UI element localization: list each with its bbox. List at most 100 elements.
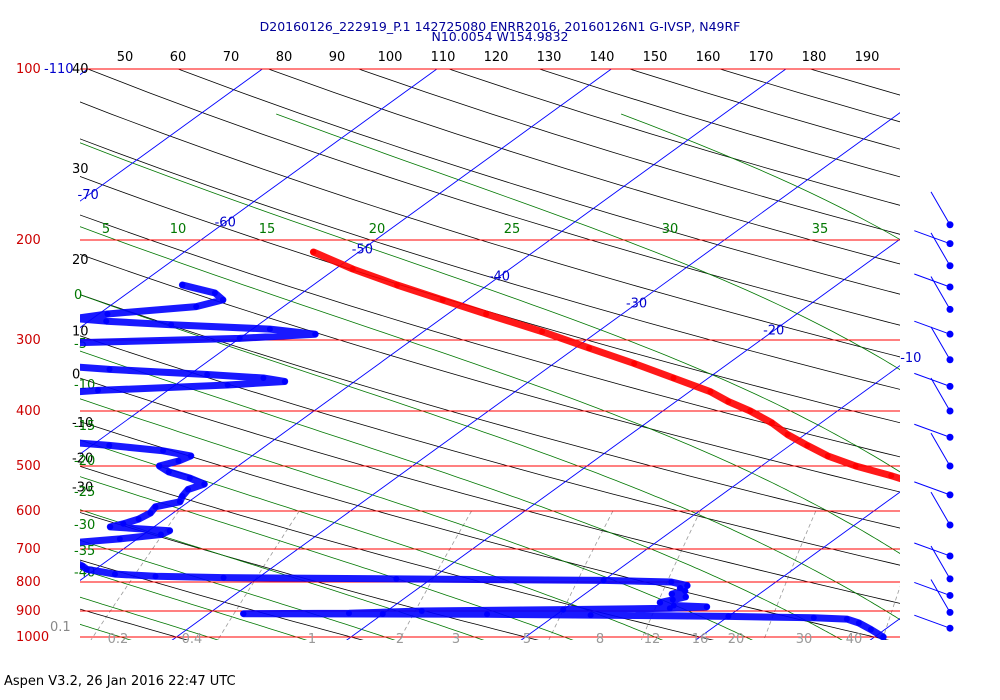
dewpoint-point — [810, 614, 817, 621]
altitude-label: -20 — [72, 452, 93, 467]
mixing-ratio-label: 40 — [846, 632, 863, 647]
dewpoint-point — [83, 566, 90, 573]
dewpoint-point — [166, 527, 173, 534]
dewpoint-point — [185, 486, 192, 493]
dewpoint-point — [157, 531, 164, 538]
altitude-label: 20 — [72, 253, 89, 268]
temperature-point — [310, 249, 317, 256]
moist-adiabat-line — [80, 568, 308, 640]
dry-adiabat-line — [991, 69, 1000, 649]
mixing-ratio-label: 1 — [308, 632, 316, 647]
pressure-label: 800 — [16, 575, 41, 590]
top-scale-label: 70 — [223, 50, 240, 65]
mixing-ratio-label: 12 — [644, 632, 661, 647]
moist-adiabat-line — [973, 114, 1000, 649]
isotherm-line — [80, 68, 89, 76]
dewpoint-point — [281, 378, 288, 385]
dewpoint-point — [95, 387, 102, 394]
dewpoint-point — [587, 612, 594, 619]
altitude-label: 30 — [72, 162, 89, 177]
dewpoint-point — [484, 611, 491, 618]
isotherm-label-corner: -110 — [44, 62, 74, 77]
temperature-point — [539, 328, 546, 335]
pressure-label: 500 — [16, 459, 41, 474]
top-scale-label: 180 — [802, 50, 827, 65]
wind-barbs — [914, 191, 954, 632]
dewpoint-point — [69, 558, 75, 564]
isotherm-line — [80, 68, 438, 329]
moist-adiabat-left-label: -35 — [74, 544, 95, 559]
dry-adiabat-line — [80, 138, 900, 390]
mixing-ratio-line — [548, 510, 614, 640]
moist-adiabat-line — [276, 113, 900, 371]
dewpoint-trace — [28, 281, 887, 640]
moist-adiabat-label: 5 — [102, 222, 110, 237]
mixing-ratio-line — [987, 511, 1000, 649]
moist-adiabat-line — [80, 350, 843, 640]
top-scale-label: 120 — [484, 50, 509, 65]
moist-adiabat-line — [0, 114, 73, 649]
moist-adiabat-label: 20 — [369, 222, 386, 237]
moist-adiabat-line — [80, 226, 900, 554]
isotherm-line — [171, 112, 900, 640]
dewpoint-point — [201, 481, 208, 488]
mixing-ratio-label: 0.2 — [108, 632, 129, 647]
dewpoint-point — [224, 381, 231, 388]
mixing-ratio-label: 16 — [692, 632, 709, 647]
top-scale-label: 100 — [378, 50, 403, 65]
dry-adiabat-line — [539, 68, 900, 178]
moist-adiabat-line — [80, 596, 220, 640]
isotherm-line — [520, 365, 900, 640]
wind-barb-shaft — [914, 230, 951, 245]
moist-adiabat-label: 15 — [259, 222, 276, 237]
dewpoint-point — [670, 602, 677, 609]
isotherm-label: -40 — [489, 270, 510, 285]
temperature-point — [670, 375, 677, 382]
temperature-point — [631, 360, 638, 367]
isotherm-label: -30 — [626, 297, 647, 312]
dewpoint-point — [152, 503, 159, 510]
isobar-lines — [80, 68, 900, 638]
wind-barb-shaft — [914, 273, 951, 288]
dry-adiabat-line — [80, 559, 364, 640]
mixing-ratio-label: 8 — [596, 632, 604, 647]
dewpoint-point — [312, 331, 319, 338]
dewpoint-point — [156, 463, 163, 470]
top-scale-label: 190 — [855, 50, 880, 65]
altitude-label: 0 — [72, 367, 80, 382]
wind-barb-shaft — [914, 614, 951, 629]
dewpoint-point — [175, 458, 182, 465]
dewpoint-point — [600, 577, 607, 584]
dewpoint-point — [193, 303, 200, 310]
mixing-ratio-label: 20 — [728, 632, 745, 647]
moist-adiabat-label: 35 — [812, 222, 829, 237]
temperature-point — [888, 472, 895, 479]
dewpoint-point — [240, 610, 247, 617]
altitude-label: 40 — [72, 62, 89, 77]
temperature-trace — [309, 248, 900, 483]
temperature-point — [725, 398, 732, 405]
moist-adiabat-line — [80, 539, 396, 640]
dry-adiabat-line — [719, 68, 900, 123]
dewpoint-point — [219, 296, 226, 303]
top-scale-label: 140 — [590, 50, 615, 65]
dewpoint-point — [684, 582, 691, 589]
temperature-point — [349, 266, 356, 273]
moist-adiabat-line — [80, 294, 900, 621]
dewpoint-point — [107, 523, 114, 530]
temperature-line — [309, 248, 900, 483]
dewpoint-point — [236, 335, 243, 342]
isotherm-label: -50 — [352, 242, 373, 257]
dewpoint-point — [28, 392, 34, 398]
isotherm-line — [80, 68, 263, 202]
wind-barb-shaft — [914, 542, 951, 557]
temperature-point — [824, 452, 831, 459]
dewpoint-point — [120, 520, 127, 527]
pressure-label: 1000 — [16, 630, 49, 645]
altitude-label: 10 — [72, 325, 89, 340]
dewpoint-point — [211, 290, 218, 297]
dewpoint-point — [160, 447, 167, 454]
temperature-point — [747, 407, 754, 414]
wind-barb-shaft — [930, 276, 951, 310]
top-scale-label: 170 — [749, 50, 774, 65]
